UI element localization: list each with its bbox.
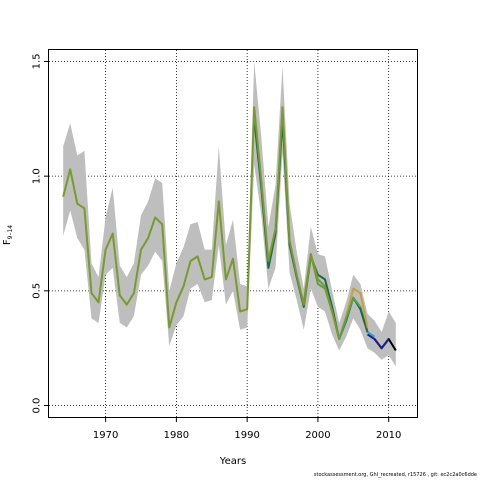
footer-note: stockassessment.org, GhI_recreated, r157… bbox=[313, 472, 477, 478]
plot-frame bbox=[48, 49, 418, 418]
y-axis: 0.0 0.5 1.0 1.5 bbox=[32, 54, 49, 414]
y-tick-label: 1.5 bbox=[32, 54, 43, 70]
x-tick-label: 1990 bbox=[234, 430, 259, 441]
series-lines bbox=[62, 106, 397, 352]
y-axis-title-main: F bbox=[2, 239, 13, 245]
x-tick-label: 2000 bbox=[305, 430, 330, 441]
y-axis-title: F9–14 bbox=[2, 225, 14, 245]
y-tick-label: 0.5 bbox=[32, 283, 43, 299]
series-line bbox=[366, 333, 390, 350]
x-tick-label: 1970 bbox=[93, 430, 118, 441]
y-axis-title-subscript: 9–14 bbox=[7, 225, 14, 240]
y-tick-label: 1.0 bbox=[32, 168, 43, 184]
x-tick-label: 1980 bbox=[164, 430, 189, 441]
confidence-band bbox=[63, 61, 396, 367]
series-line bbox=[62, 106, 341, 340]
x-tick-label: 2010 bbox=[376, 430, 401, 441]
x-axis: 1970 1980 1990 2000 2010 bbox=[93, 417, 401, 441]
x-axis-title: Years bbox=[219, 456, 246, 467]
y-tick-label: 0.0 bbox=[32, 398, 43, 414]
confidence-band-area bbox=[63, 61, 396, 367]
